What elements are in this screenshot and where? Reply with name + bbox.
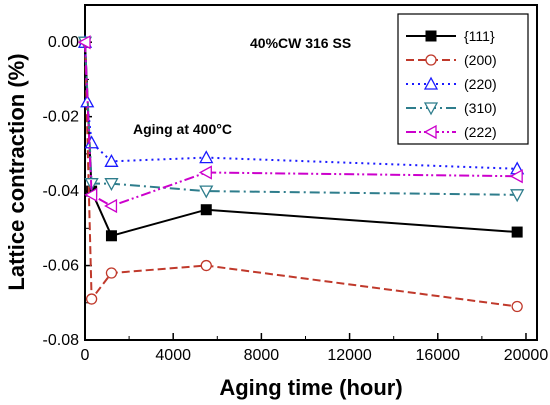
data-point xyxy=(105,267,118,279)
legend-marker xyxy=(423,76,439,90)
data-point xyxy=(509,169,523,184)
data-point xyxy=(85,293,98,305)
x-tick-label: 12000 xyxy=(327,347,372,364)
data-point xyxy=(104,198,118,214)
legend-label: (200) xyxy=(464,52,497,68)
legend-marker xyxy=(423,102,439,116)
y-tick-label: -0.08 xyxy=(43,332,80,349)
data-point xyxy=(199,150,214,164)
annotation-aging: Aging at 400°C xyxy=(133,121,232,137)
legend-entry: (222) xyxy=(406,124,497,140)
legend-label: {111} xyxy=(464,28,495,44)
data-series xyxy=(77,34,525,313)
data-point xyxy=(511,226,523,238)
legend-label: (222) xyxy=(464,124,497,140)
y-tick-label: -0.02 xyxy=(43,109,80,126)
series-4 xyxy=(77,35,523,214)
legend-entry: {111} xyxy=(406,28,495,44)
x-axis-ticks: 0 4000 8000 12000 16000 20000 xyxy=(81,333,549,364)
y-axis-title: Lattice contraction (%) xyxy=(4,53,29,290)
x-tick-label: 16000 xyxy=(416,347,461,364)
x-tick-label: 20000 xyxy=(504,347,549,364)
data-point xyxy=(199,185,214,199)
y-tick-label: -0.04 xyxy=(43,183,80,200)
legend-marker xyxy=(425,30,437,42)
data-point xyxy=(84,187,98,202)
legend-entry: (200) xyxy=(406,52,497,68)
legend-entries: {111} (200) (220) (310) (222) xyxy=(406,28,497,140)
data-point xyxy=(77,35,91,50)
legend-entry: (310) xyxy=(406,100,497,116)
annotation-material: 40%CW 316 SS xyxy=(250,35,351,51)
y-tick-label: -0.06 xyxy=(43,258,80,275)
x-tick-label: 8000 xyxy=(244,347,280,364)
y-tick-label: 0.00 xyxy=(48,34,79,51)
data-point xyxy=(104,178,119,192)
legend-label: (220) xyxy=(464,76,497,92)
legend-box xyxy=(397,13,529,145)
legend-marker xyxy=(425,54,437,66)
legend-label: (310) xyxy=(464,100,497,116)
data-point xyxy=(198,165,212,180)
legend-marker xyxy=(423,124,437,140)
x-tick-label: 0 xyxy=(81,347,90,364)
data-point xyxy=(105,230,117,242)
data-point xyxy=(104,153,119,167)
legend-entry: (220) xyxy=(406,76,497,92)
data-point xyxy=(200,204,212,216)
data-point xyxy=(511,300,523,313)
data-point xyxy=(510,189,525,203)
legend: {111} (200) (220) (310) (222) xyxy=(397,13,529,145)
x-tick-label: 4000 xyxy=(155,347,191,364)
data-point xyxy=(200,259,212,272)
plot-frame xyxy=(84,4,538,341)
x-axis-title: Aging time (hour) xyxy=(219,375,402,400)
